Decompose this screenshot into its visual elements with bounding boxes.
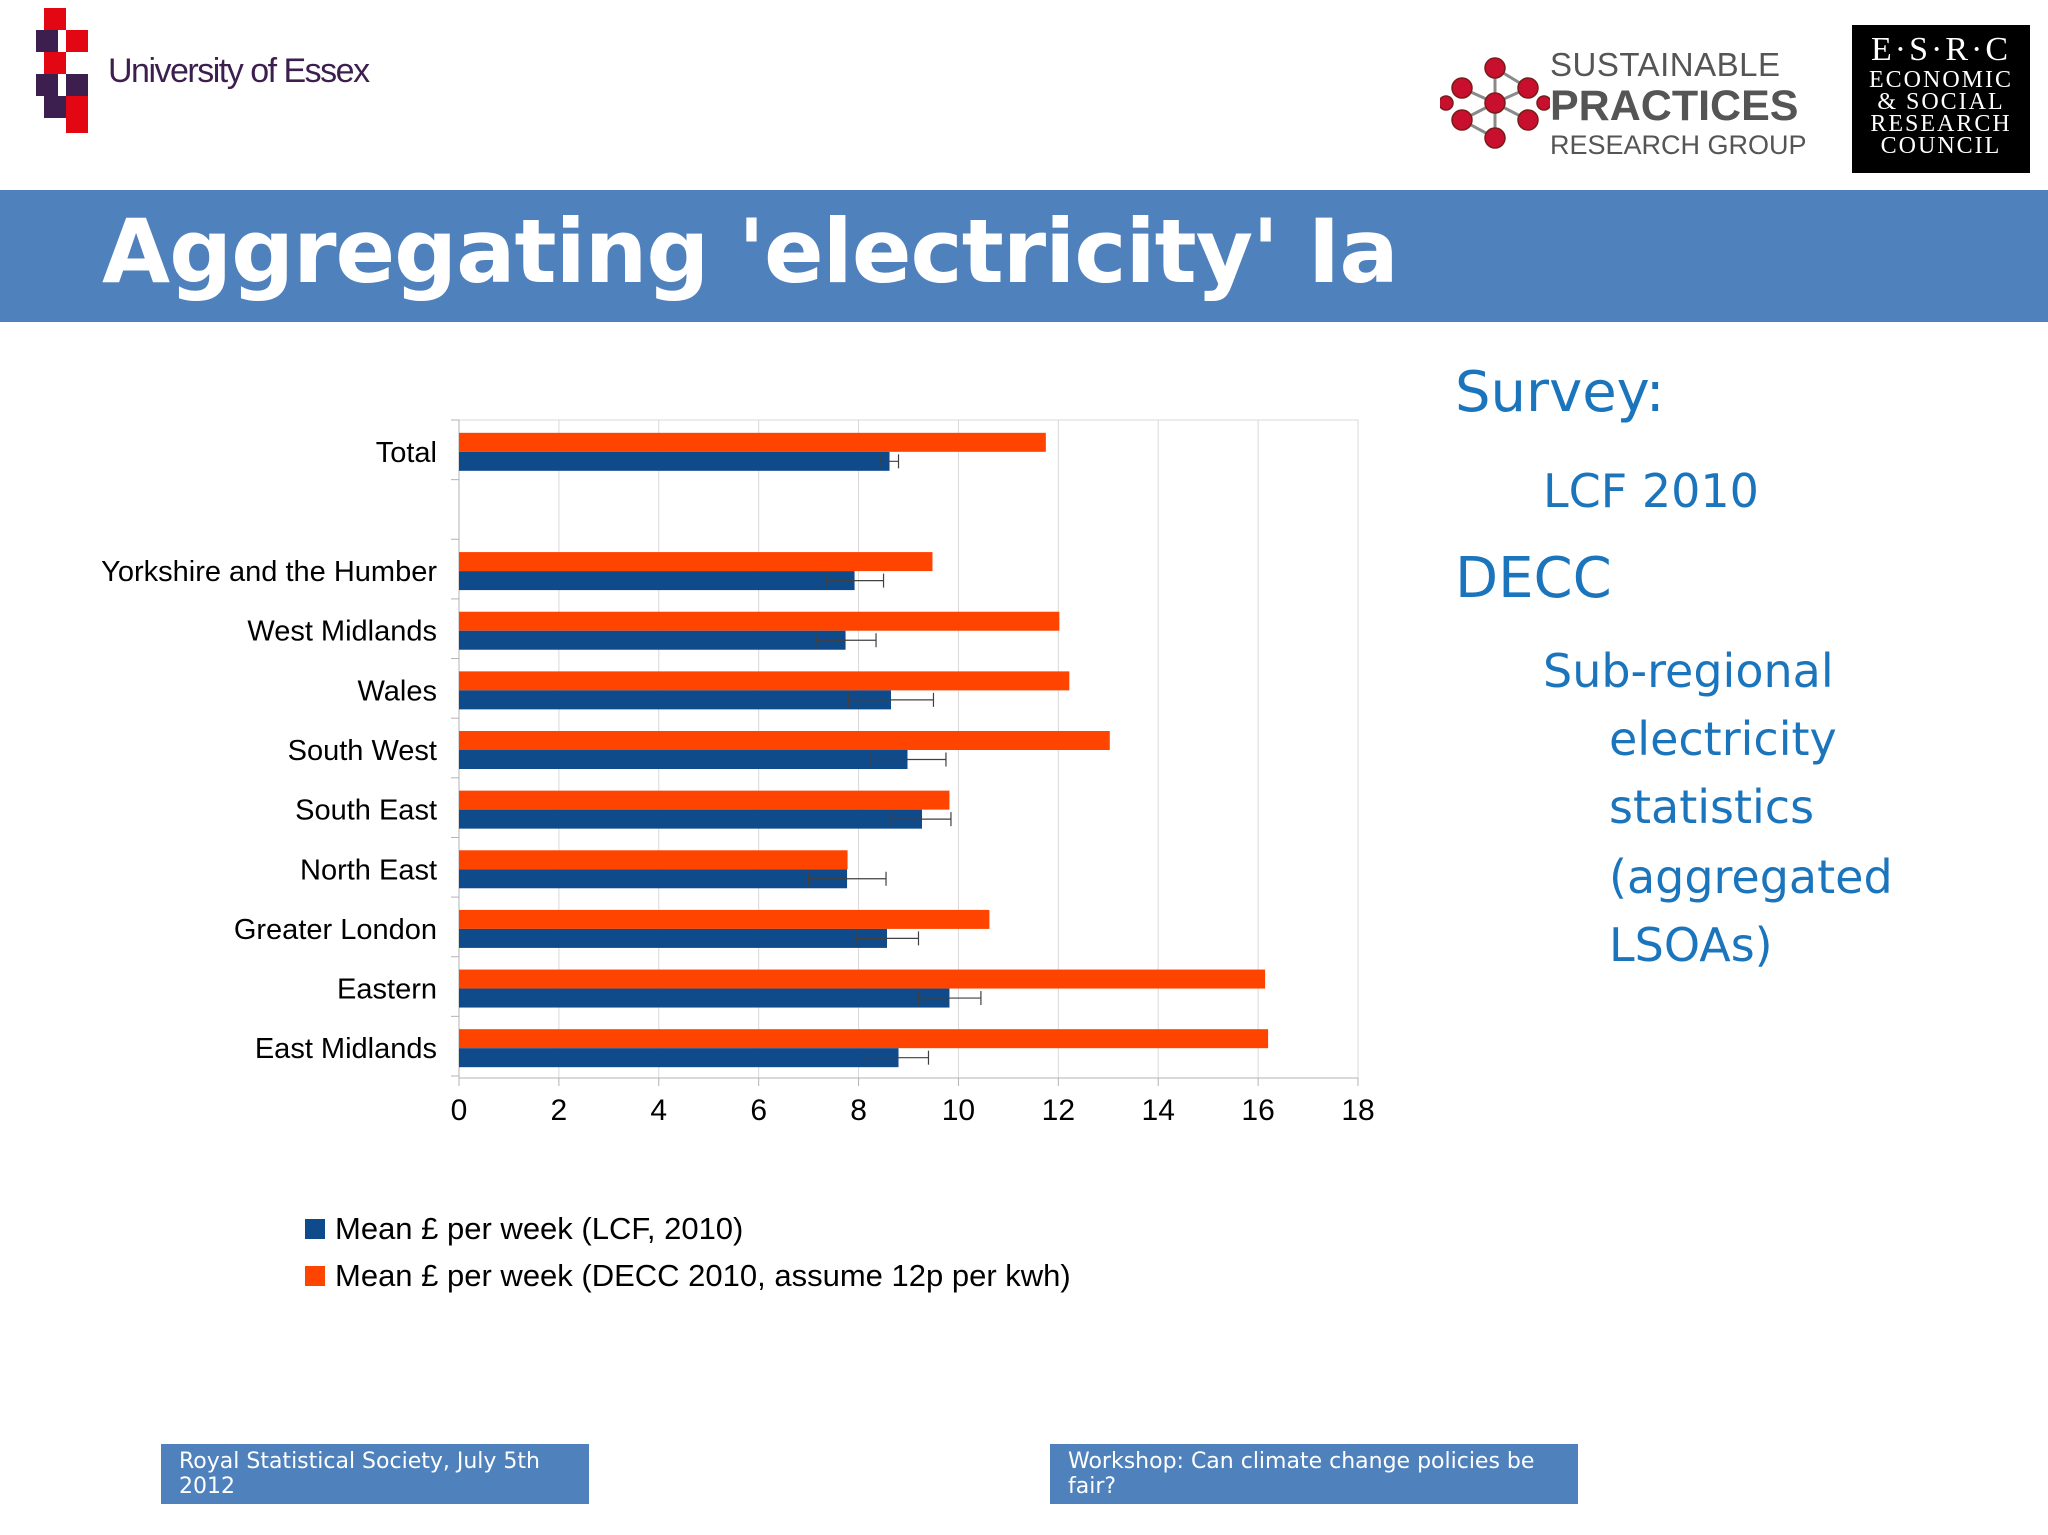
esrc-logo: E·S·R·C ECONOMIC & SOCIAL RESEARCH COUNC… [1852, 25, 2030, 173]
bar-lcf [459, 1048, 899, 1068]
side-sub-3: statistics [1609, 780, 1815, 834]
side-survey: Survey: [1455, 360, 1665, 425]
y-category-label: Yorkshire and the Humber [101, 556, 437, 588]
side-lcf: LCF 2010 [1543, 464, 1759, 518]
y-category-label: Eastern [337, 974, 437, 1006]
bar-decc [459, 552, 933, 572]
y-category-label: West Midlands [247, 616, 437, 648]
sprg-line-1: SUSTAINABLE [1550, 46, 1781, 83]
bar-decc [459, 671, 1070, 691]
side-sub-1: Sub-regional [1543, 644, 1834, 698]
x-tick-label: 12 [1042, 1094, 1075, 1127]
bar-decc [459, 1029, 1269, 1049]
legend-swatch-decc [305, 1265, 325, 1286]
side-decc: DECC [1455, 546, 1612, 611]
legend-swatch-lcf [305, 1218, 325, 1239]
legend-item-decc: Mean £ per week (DECC 2010, assume 12p p… [305, 1252, 1071, 1299]
bar-lcf [459, 451, 890, 471]
side-sub-2: electricity [1609, 712, 1837, 766]
bar-chart: 0 2 4 6 8 10 12 14 16 18 Total Yorkshire and the Hu… [101, 419, 1375, 1127]
bar-decc [459, 790, 950, 810]
x-tick-label: 6 [750, 1094, 767, 1127]
bar-lcf [459, 869, 848, 889]
sprg-line-2: PRACTICES [1550, 82, 1799, 130]
x-tick-label: 4 [650, 1094, 667, 1127]
esrc-line-3: RESEARCH [1870, 111, 2012, 137]
x-tick-label: 10 [942, 1094, 975, 1127]
university-of-essex-logo-icon [36, 8, 88, 133]
bar-lcf [459, 630, 846, 650]
legend-label-lcf: Mean £ per week (LCF, 2010) [335, 1210, 744, 1246]
bar-decc [459, 850, 848, 870]
side-sub-4: (aggregated [1609, 850, 1893, 904]
sprg-line-3: RESEARCH GROUP [1550, 130, 1807, 160]
esrc-line-2: & SOCIAL [1877, 89, 2005, 115]
esrc-line-1: ECONOMIC [1868, 67, 2013, 93]
x-tick-label: 16 [1241, 1094, 1274, 1127]
y-category-label: Greater London [234, 914, 437, 946]
bar-lcf [459, 750, 908, 769]
bar-lcf [459, 809, 922, 829]
university-name: University of Essex [108, 52, 370, 90]
x-tick-label: 0 [451, 1094, 468, 1127]
footer-right: Workshop: Can climate change policies be… [1050, 1444, 1578, 1504]
bar-decc [459, 432, 1046, 452]
footer-left: Royal Statistical Society, July 5th 2012 [161, 1444, 589, 1504]
chart-legend: Mean £ per week (LCF, 2010) Mean £ per w… [305, 1205, 1071, 1299]
y-category-label: East Midlands [255, 1033, 437, 1065]
side-sub-5: LSOAs) [1609, 918, 1773, 972]
sprg-wordmark: SUSTAINABLE PRACTICES RESEARCH GROUP [1550, 48, 1807, 159]
x-tick-label: 14 [1142, 1094, 1175, 1127]
sprg-molecule-icon [1440, 57, 1550, 149]
bar-decc [459, 611, 1060, 631]
bar-lcf [459, 571, 855, 591]
y-category-label: Total [376, 437, 437, 469]
bar-decc [459, 731, 1110, 750]
header: University of Essex SUSTAINABLE PRACTICE… [0, 0, 2048, 190]
bar-decc [459, 969, 1266, 989]
x-tick-label: 18 [1341, 1094, 1374, 1127]
bar-lcf [459, 690, 892, 710]
x-tick-label: 2 [551, 1094, 568, 1127]
esrc-line-4: COUNCIL [1880, 133, 2002, 159]
y-category-label: South West [288, 735, 437, 767]
y-category-label: South East [295, 795, 437, 827]
bar-lcf [459, 928, 888, 948]
y-category-label: North East [300, 854, 437, 886]
legend-label-decc: Mean £ per week (DECC 2010, assume 12p p… [335, 1257, 1071, 1293]
x-tick-label: 8 [850, 1094, 867, 1127]
title-band [0, 190, 2048, 322]
bar-lcf [459, 988, 950, 1008]
slide-title: Aggregating 'electricity' Ia [102, 200, 1399, 303]
y-category-label: Wales [358, 675, 438, 707]
legend-item-lcf: Mean £ per week (LCF, 2010) [305, 1205, 1071, 1252]
bar-decc [459, 909, 990, 929]
esrc-acronym: E·S·R·C [1871, 31, 2011, 68]
